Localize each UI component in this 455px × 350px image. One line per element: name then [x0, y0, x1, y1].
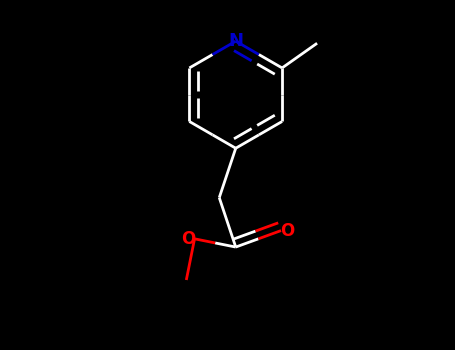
Text: O: O — [181, 230, 196, 248]
Text: N: N — [228, 32, 243, 50]
Text: O: O — [280, 222, 294, 240]
